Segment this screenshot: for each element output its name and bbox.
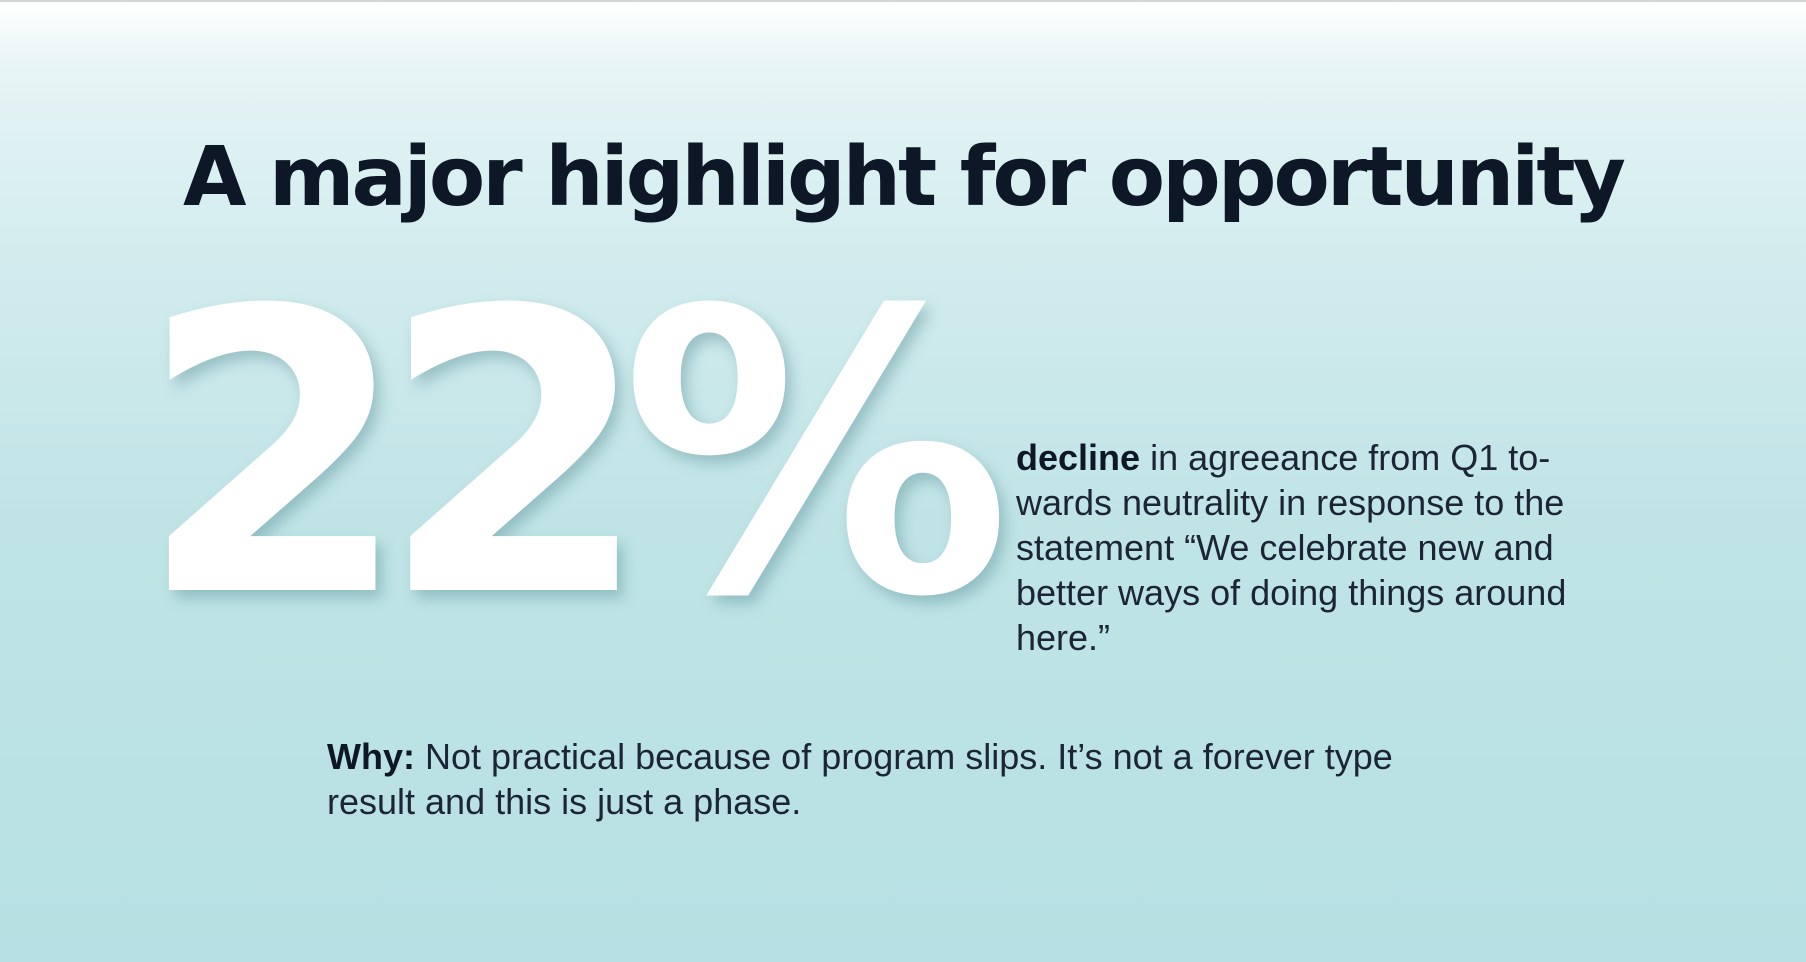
stat-description-lead: decline xyxy=(1016,437,1141,478)
stat-description: decline in agreeance from Q1 to­wards ne… xyxy=(1016,435,1616,660)
why-text: Not practical because of program slips. … xyxy=(327,736,1393,822)
page-title: A major highlight for opportunity xyxy=(182,130,1626,225)
why-explanation: Why: Not practical because of program sl… xyxy=(327,734,1477,824)
stat-description-body: in agreeance from Q1 to­wards neutrality… xyxy=(1016,437,1567,658)
why-label: Why: xyxy=(327,736,415,777)
big-stat-percentage: 22% xyxy=(138,228,1011,682)
top-divider xyxy=(0,0,1806,2)
